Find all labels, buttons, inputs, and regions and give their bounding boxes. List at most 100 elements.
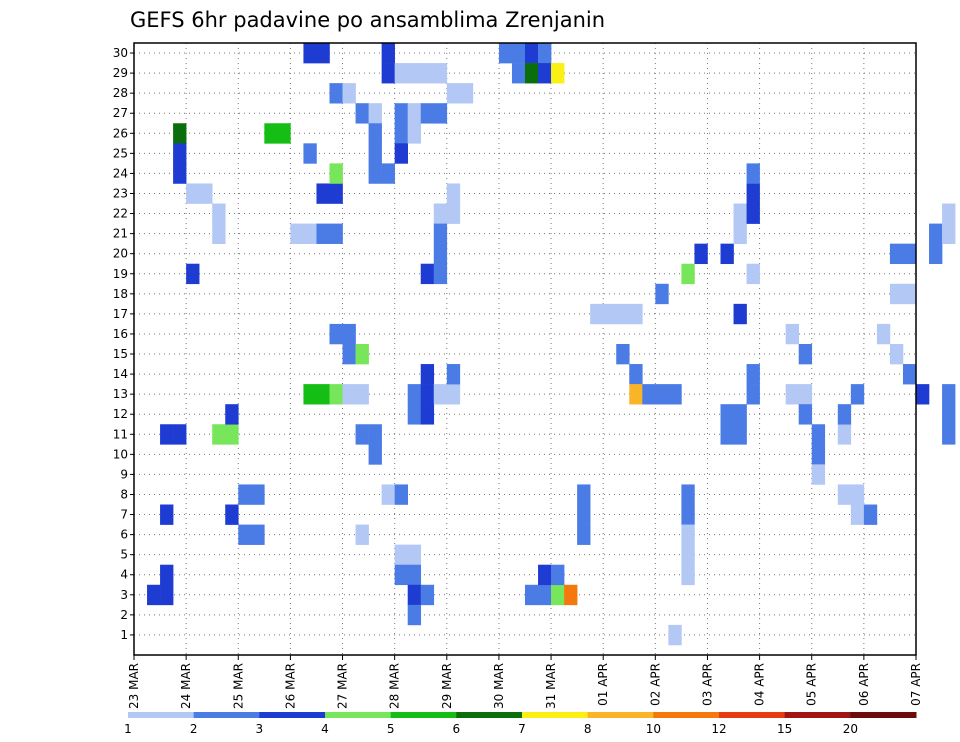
colorbar-label: 4 (321, 722, 329, 736)
data-cell (407, 103, 422, 124)
data-cell (433, 103, 448, 124)
data-cell (394, 544, 408, 566)
data-cell (342, 384, 356, 405)
data-cell (929, 243, 943, 265)
data-cell (329, 384, 343, 405)
x-tick-label: 04 APR (753, 663, 767, 706)
data-cell (681, 263, 695, 285)
data-cell (394, 143, 408, 164)
data-cell (420, 103, 435, 124)
data-cell (446, 364, 461, 385)
x-tick-label: 06 APR (857, 663, 871, 706)
x-tick-label: 07 APR (909, 663, 923, 706)
data-cell (668, 624, 682, 646)
colorbar-swatch (390, 712, 457, 718)
data-cell (837, 404, 852, 425)
data-cell (160, 584, 174, 606)
data-cell (746, 263, 760, 285)
data-cell (942, 404, 956, 425)
x-tick-label: 31 MAR (544, 663, 558, 709)
y-tick-label: 12 (113, 407, 128, 421)
data-cell (850, 484, 865, 505)
data-cell (329, 183, 343, 204)
colorbar-swatch (784, 712, 851, 718)
data-cell (733, 303, 747, 325)
data-cell (407, 584, 422, 606)
data-cell (342, 83, 356, 104)
data-cell (303, 143, 317, 164)
data-cell (446, 384, 461, 405)
data-cell (681, 524, 695, 545)
data-cell (902, 243, 917, 265)
y-tick-label: 17 (113, 307, 128, 321)
data-cell (798, 343, 813, 365)
data-cell (577, 504, 591, 525)
x-tick-label: 05 APR (805, 663, 819, 706)
x-tick-label: 26 MAR (283, 663, 297, 709)
data-cell (446, 83, 461, 104)
x-tick-label: 30 MAR (492, 663, 506, 709)
data-cell (342, 343, 356, 365)
data-cell (407, 564, 422, 586)
data-cell (446, 183, 461, 204)
data-cell (433, 263, 448, 285)
data-cell (942, 384, 956, 405)
colorbar-swatch (522, 712, 589, 718)
x-tick-label: 24 MAR (179, 663, 193, 709)
data-cell (238, 524, 252, 545)
plot-frame (133, 42, 917, 656)
y-tick-label: 25 (113, 146, 128, 160)
data-cell (368, 163, 382, 184)
y-tick-label: 28 (113, 86, 128, 100)
data-cell (173, 163, 187, 184)
data-cells (147, 43, 956, 646)
x-tick-label: 28 MAR (388, 663, 402, 709)
y-tick-label: 10 (113, 447, 128, 461)
data-cell (629, 364, 643, 385)
data-cell (681, 564, 695, 586)
colorbar-label: 1 (124, 722, 132, 736)
data-cell (212, 223, 226, 244)
colorbar-swatch (456, 712, 523, 718)
data-cell (238, 484, 252, 505)
data-cell (733, 404, 747, 425)
x-tick-label: 23 MAR (127, 663, 141, 709)
data-cell (720, 243, 734, 265)
data-cell (733, 203, 747, 224)
data-cell (720, 404, 734, 425)
data-cell (655, 384, 669, 405)
data-cell (525, 43, 539, 64)
data-cell (381, 63, 395, 84)
colorbar-swatch (259, 712, 326, 718)
data-cell (433, 63, 448, 84)
data-cell (577, 484, 591, 505)
y-tick-label: 26 (113, 126, 128, 140)
data-cell (798, 384, 813, 405)
data-cell (329, 83, 343, 104)
y-tick-label: 27 (113, 106, 128, 120)
colorbar-label: 10 (646, 722, 661, 736)
colorbar-swatch (325, 712, 392, 718)
data-cell (603, 303, 617, 325)
data-cell (655, 283, 669, 305)
data-cell (551, 584, 565, 606)
data-cell (355, 424, 369, 445)
data-cell (746, 183, 760, 204)
data-cell (942, 223, 956, 244)
data-cell (798, 404, 813, 425)
data-cell (303, 223, 317, 244)
x-axis: 23 MAR 24 MAR 25 MAR 26 MAR 27 MAR 28 MAR 29 M… (127, 655, 923, 709)
data-cell (746, 163, 760, 184)
data-cell (551, 63, 565, 84)
data-cell (290, 223, 304, 244)
y-tick-label: 8 (120, 487, 128, 501)
data-cell (160, 504, 174, 525)
data-cell (498, 43, 513, 64)
colorbar-swatch (193, 712, 260, 718)
data-cell (277, 123, 291, 144)
data-cell (681, 504, 695, 525)
y-tick-label: 3 (120, 588, 128, 602)
data-cell (329, 163, 343, 184)
data-cell (316, 223, 330, 244)
data-cell (837, 484, 852, 505)
